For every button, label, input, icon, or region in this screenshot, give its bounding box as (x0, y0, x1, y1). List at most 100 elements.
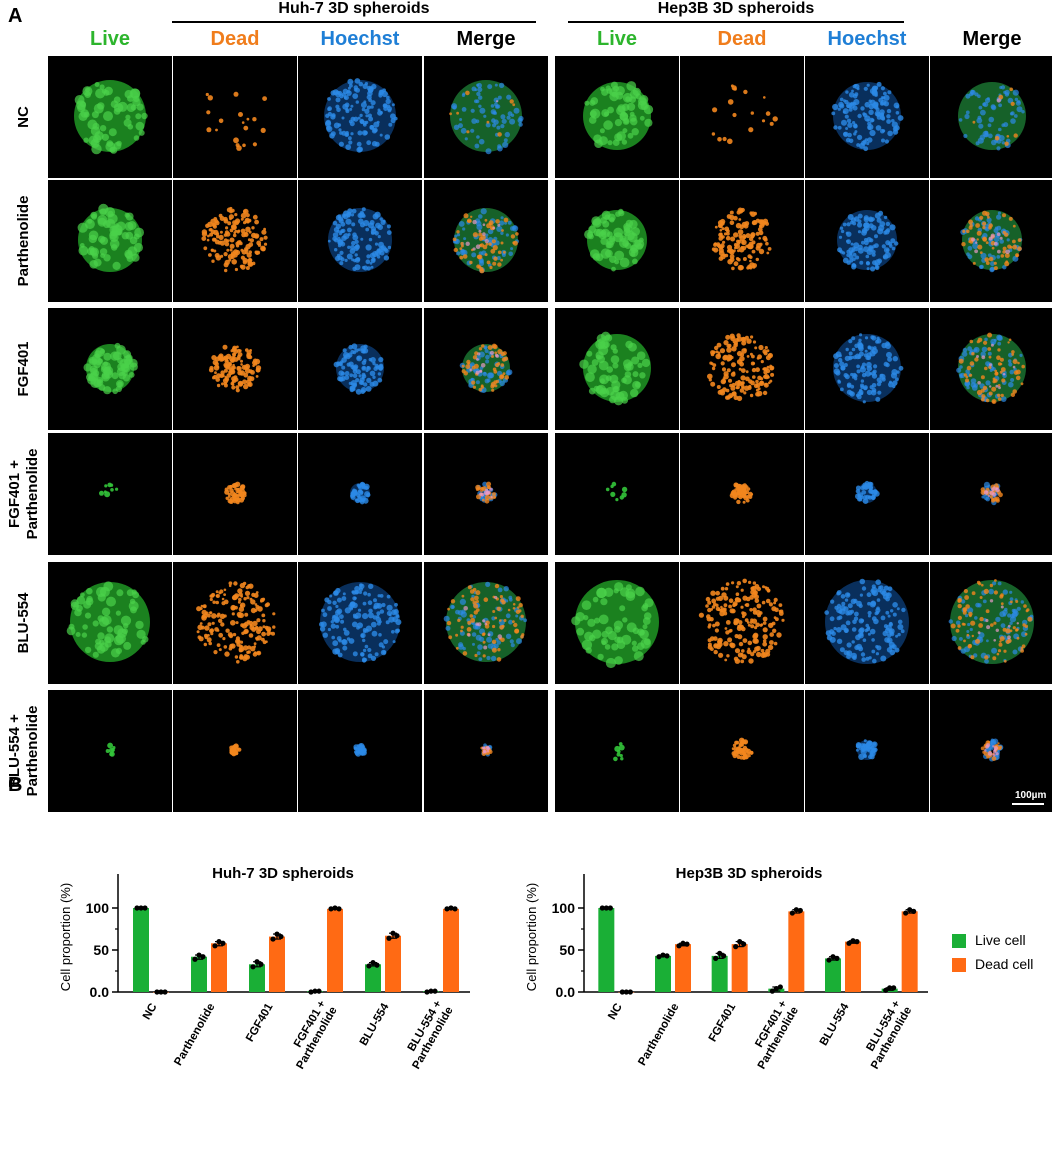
image-tile-r1-merge (930, 180, 1052, 302)
image-tile-r5-live (48, 690, 172, 812)
data-point-0-5-0-0 (424, 989, 430, 995)
column-header-live: Live (89, 28, 131, 50)
data-point-1-1-1-2 (684, 941, 690, 947)
data-point-1-5-1-0 (903, 910, 909, 916)
data-point-0-4-1-2 (394, 933, 400, 939)
y-tick-label-1-1: 50 (559, 942, 575, 958)
data-point-0-0-1-2 (162, 989, 168, 995)
x-tick-label-1-0: NC (606, 1002, 625, 1022)
data-point-1-5-0-1 (887, 985, 893, 991)
data-point-0-4-1-1 (390, 930, 396, 936)
data-point-1-3-0-2 (777, 984, 783, 990)
data-point-1-2-0-2 (721, 953, 727, 959)
image-tile-r1-dead (173, 180, 297, 302)
image-tile-r5-hoechst (805, 690, 929, 812)
bar-0-4-dead (385, 935, 401, 992)
data-point-0-2-1-2 (278, 933, 284, 940)
image-tile-r3-dead (173, 433, 297, 555)
image-tile-r3-dead (680, 433, 804, 555)
image-tile-r1-dead (680, 180, 804, 302)
x-tick-label-0-5: BLU-554 +Parthenolide (399, 998, 456, 1071)
column-header-hoechst: Hoechst (320, 28, 400, 50)
data-point-1-5-1-1 (907, 907, 913, 913)
data-point-1-0-1-1 (623, 989, 629, 995)
image-tile-r5-merge (930, 690, 1052, 812)
image-tile-r0-hoechst (298, 56, 422, 178)
image-tile-r0-live (48, 56, 172, 178)
column-header-dead: Dead (210, 28, 260, 50)
data-point-1-4-1-0 (846, 940, 852, 946)
data-point-0-1-0-1 (196, 952, 202, 958)
x-tick-label-0-2: FGF401 (244, 1001, 276, 1044)
image-tile-r2-hoechst (805, 308, 929, 430)
data-point-0-2-0-1 (254, 959, 260, 965)
data-point-0-1-1-2 (220, 940, 226, 946)
chart-0: Huh-7 3D spheroids 0.0 50 100 Cell proportio… (58, 865, 470, 1071)
data-point-1-0-1-0 (619, 989, 625, 995)
y-tick-label-1-2: 100 (552, 900, 576, 916)
image-tile-r5-dead (680, 690, 804, 812)
bar-0-2-dead (269, 936, 285, 992)
image-tile-r4-hoechst (298, 562, 422, 684)
image-tile-r1-live (555, 180, 679, 302)
data-point-0-5-1-1 (448, 905, 454, 911)
group-title-huh7: Huh-7 3D spheroids (278, 0, 430, 17)
y-tick-label-0-0: 0.0 (90, 984, 110, 1000)
panel-b-letter: B (8, 774, 23, 796)
data-point-0-2-0-0 (250, 964, 256, 970)
data-point-0-1-1-1 (216, 939, 222, 945)
data-point-0-3-0-0 (308, 989, 314, 995)
data-point-0-1-0-0 (192, 956, 198, 962)
legend-dead-label: Dead cell (975, 956, 1034, 972)
image-tile-r0-dead (680, 56, 804, 178)
data-point-1-5-1-2 (911, 908, 917, 914)
x-tick-label-0-1: Parthenolide (172, 1002, 217, 1068)
image-tile-r4-live (48, 562, 172, 684)
image-tile-r3-live (555, 433, 679, 555)
image-tile-r3-hoechst (805, 433, 929, 555)
group-title-hep3b: Hep3B 3D spheroids (657, 0, 815, 17)
chart-title-0: Huh-7 3D spheroids (212, 865, 354, 882)
data-point-0-1-0-2 (200, 954, 206, 960)
data-point-0-5-0-2 (432, 988, 438, 994)
data-point-1-0-0-2 (607, 905, 613, 911)
group-underline-huh7 (172, 21, 536, 23)
data-point-0-3-1-0 (328, 906, 334, 912)
data-point-1-1-0-2 (664, 953, 670, 959)
data-point-0-4-1-0 (386, 935, 392, 941)
image-tile-r1-live (48, 180, 172, 302)
data-point-1-0-0-0 (599, 905, 605, 911)
y-tick-label-0-2: 100 (86, 900, 110, 916)
image-tile-r1-merge (424, 180, 548, 302)
x-tick-label-1-5: BLU-554 +Parthenolide (858, 998, 915, 1071)
bar-1-2-dead (731, 944, 748, 992)
bar-0-1-dead (211, 943, 227, 992)
data-point-1-2-0-0 (713, 955, 719, 961)
data-point-1-5-0-0 (883, 987, 889, 993)
image-tile-r2-live (555, 308, 679, 430)
data-point-1-3-0-0 (769, 988, 775, 994)
data-point-0-0-0-1 (138, 905, 144, 911)
x-tick-label-1-4: BLU-554 (818, 1001, 852, 1048)
data-point-1-0-0-1 (603, 905, 609, 911)
image-tile-r4-dead (680, 562, 804, 684)
image-tile-r3-merge (930, 433, 1052, 555)
image-tile-r4-dead (173, 562, 297, 684)
scale-bar (1012, 803, 1044, 805)
chart-title-1: Hep3B 3D spheroids (676, 865, 823, 882)
data-point-1-3-1-1 (793, 907, 799, 913)
column-header-live: Live (596, 28, 638, 50)
image-tile-r3-live (48, 433, 172, 555)
data-point-1-4-0-0 (826, 957, 832, 963)
bar-0-2-live (249, 964, 265, 992)
data-point-1-1-1-0 (676, 943, 682, 949)
data-point-1-5-0-2 (891, 985, 897, 991)
bar-1-1-dead (675, 944, 691, 992)
image-tile-r2-merge (424, 308, 548, 430)
data-point-1-4-1-2 (854, 939, 860, 945)
row-label-1: Parthenolide (15, 195, 32, 287)
data-point-0-1-1-0 (212, 943, 218, 949)
image-tile-r5-live (555, 690, 679, 812)
image-tile-r1-hoechst (805, 180, 929, 302)
image-tile-r0-merge (424, 56, 548, 178)
